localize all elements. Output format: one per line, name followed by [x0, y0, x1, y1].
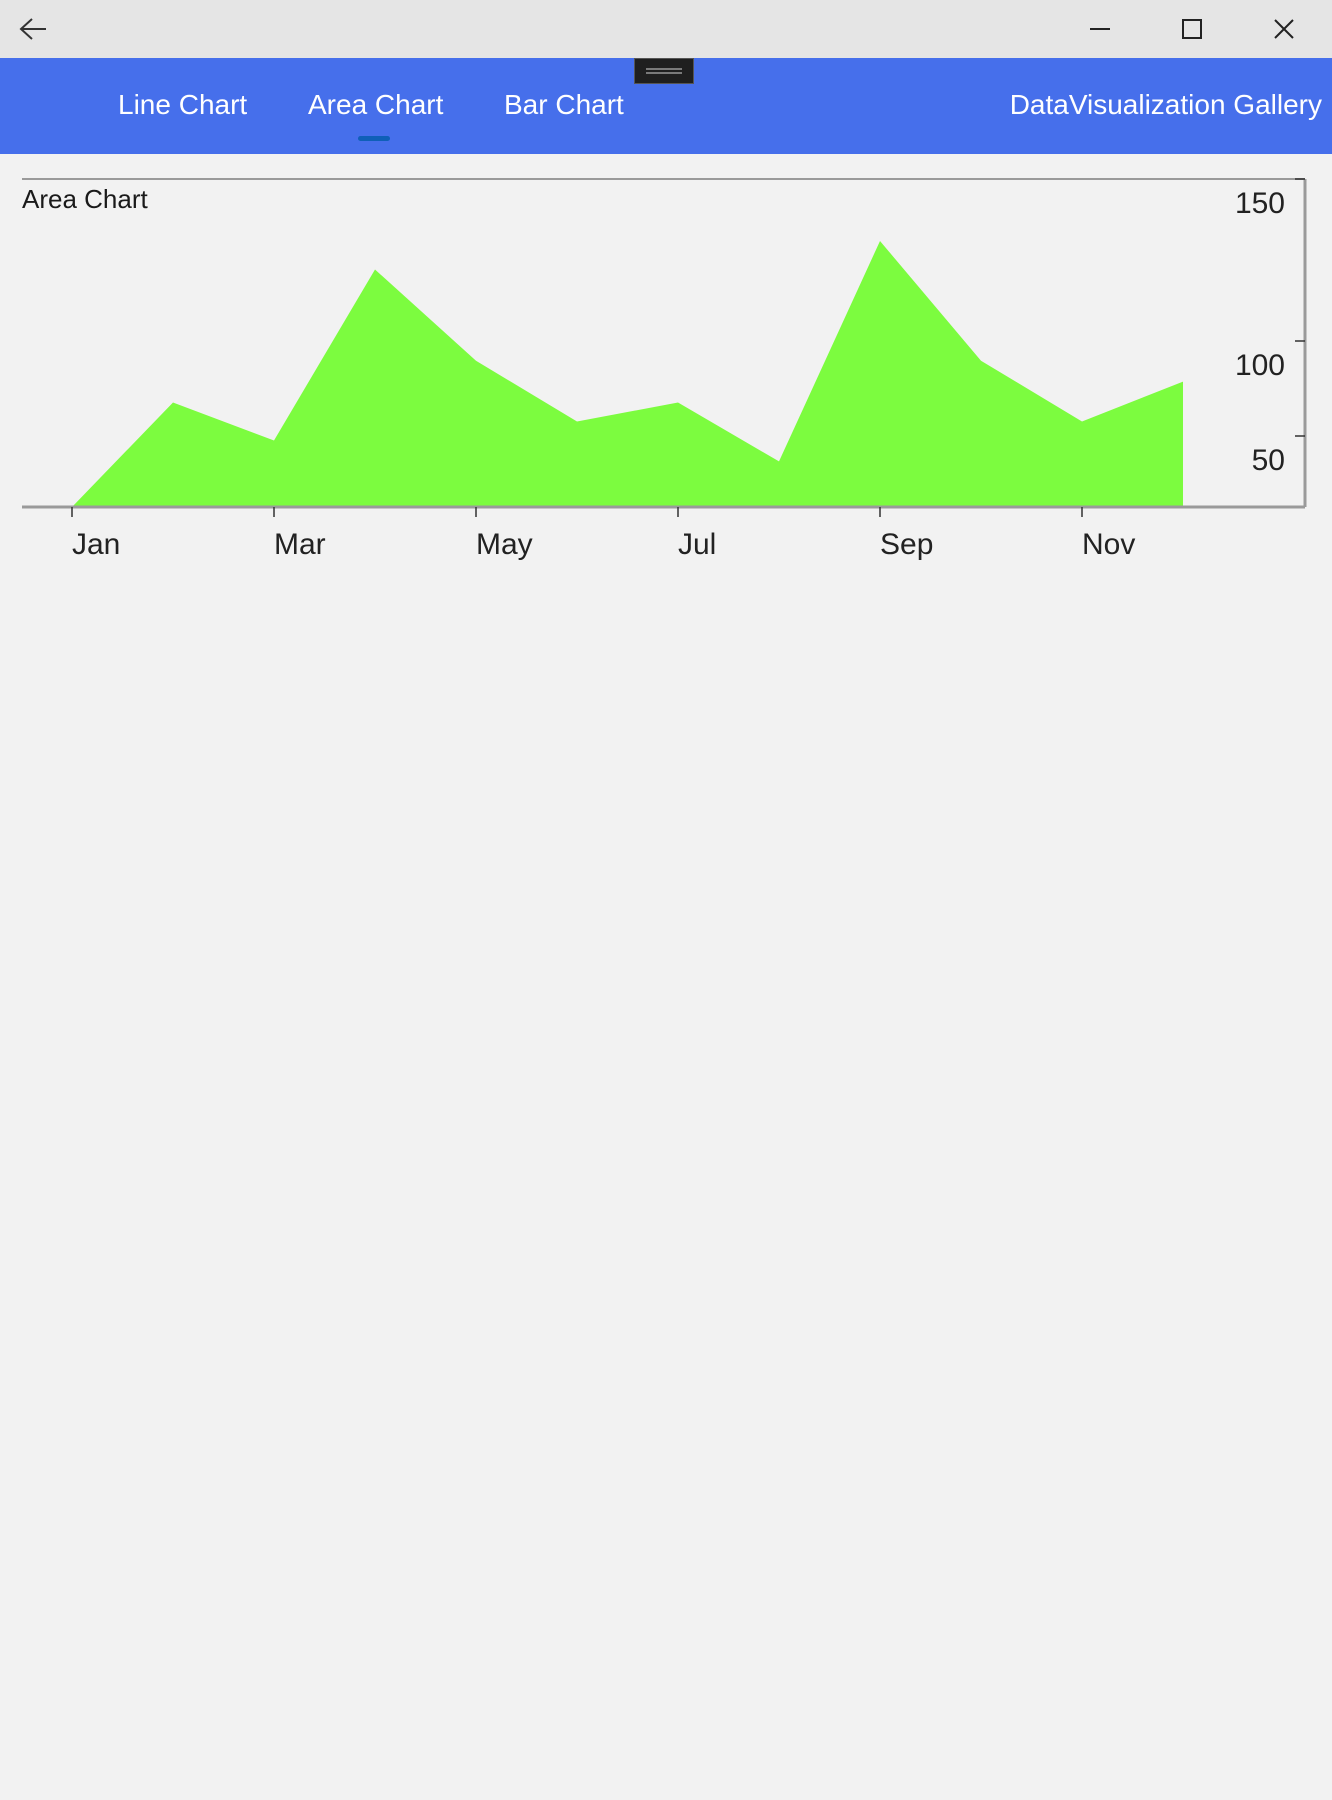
- x-tick-label: Nov: [1082, 528, 1135, 561]
- x-tick-label: May: [476, 528, 533, 561]
- maximize-icon[interactable]: [1146, 0, 1238, 58]
- tab-line-chart[interactable]: Line Chart: [118, 88, 247, 122]
- area-series: [72, 241, 1183, 507]
- tab-area-chart[interactable]: Area Chart: [308, 88, 443, 122]
- drag-handle[interactable]: [634, 58, 694, 84]
- area-chart-panel: Area Chart Jan Mar May Jul Sep Nov 50 100 150: [0, 154, 1332, 584]
- x-tick-label: Sep: [880, 528, 933, 561]
- x-tick-label: Jul: [678, 528, 716, 561]
- back-arrow-icon[interactable]: [0, 0, 66, 58]
- y-tick-label: 150: [1235, 187, 1285, 220]
- tab-bar-chart[interactable]: Bar Chart: [504, 88, 624, 122]
- close-icon[interactable]: [1238, 0, 1330, 58]
- minimize-icon[interactable]: [1054, 0, 1146, 58]
- app-title: DataVisualization Gallery: [1010, 88, 1322, 122]
- grip-icon: [644, 66, 684, 76]
- area-chart: Jan Mar May Jul Sep Nov 50 100 150: [0, 154, 1332, 584]
- selected-tab-indicator: [358, 136, 390, 141]
- x-tick-label: Jan: [72, 528, 120, 561]
- x-tick-label: Mar: [274, 528, 326, 561]
- y-tick-label: 50: [1252, 444, 1285, 477]
- title-bar: [0, 0, 1332, 58]
- y-tick-label: 100: [1235, 349, 1285, 382]
